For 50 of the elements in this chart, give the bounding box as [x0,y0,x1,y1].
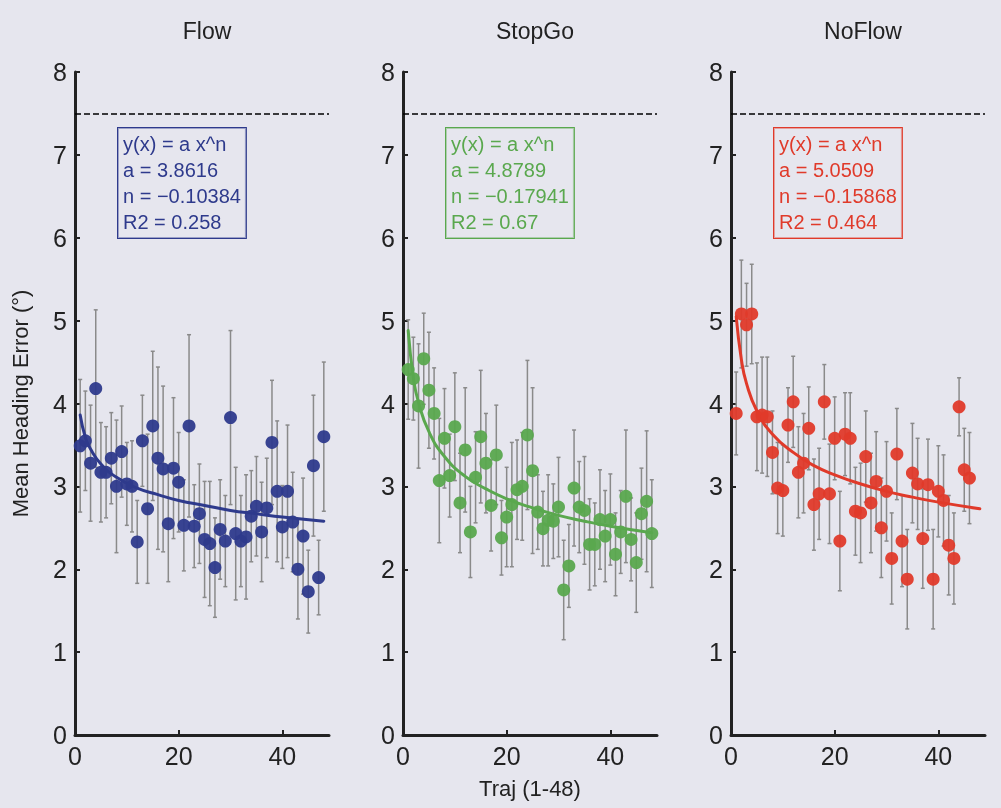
y-tick-label: 5 [53,306,67,335]
annotation: y(x) = a x^n [779,133,883,155]
chart-title: Flow [182,17,232,44]
y-tick-label: 4 [53,389,68,418]
y-tick-label: 0 [53,721,67,749]
annotation: n = −0.15868 [779,185,897,207]
x-tick-label: 40 [268,741,297,770]
annotation: a = 5.0509 [779,159,875,181]
x-tick-label: 40 [596,741,625,770]
y-tick-label: 0 [381,721,395,749]
y-tick-label: 6 [709,223,723,252]
y-tick-label: 7 [709,140,723,169]
y-tick-label: 8 [381,58,395,86]
y-tick-label: 4 [381,389,396,418]
x-tick-label: 20 [164,741,193,770]
y-tick-label: 3 [53,472,67,501]
y-tick-label: 1 [709,638,723,667]
y-tick-label: 2 [709,555,723,584]
annotation: R2 = 0.258 [123,211,222,233]
y-tick-label: 2 [381,555,395,584]
annotation: R2 = 0.67 [451,211,539,233]
chart-title: NoFlow [824,17,903,44]
y-tick-label: 6 [53,223,67,252]
y-tick-label: 1 [53,638,67,667]
y-tick-label: 1 [381,638,395,667]
y-tick-label: 4 [709,389,724,418]
y-tick-label: 8 [709,58,723,86]
annotation: a = 4.8789 [451,159,547,181]
y-tick-label: 7 [53,140,67,169]
annotation: n = −0.10384 [123,185,241,207]
y-tick-label: 7 [381,140,395,169]
y-tick-label: 3 [709,472,723,501]
y-tick-label: 2 [53,555,67,584]
y-tick-label: 8 [53,58,67,86]
annotation: a = 3.8616 [123,159,219,181]
y-tick-label: 0 [709,721,723,749]
y-tick-label: 5 [709,306,723,335]
annotation: R2 = 0.464 [779,211,878,233]
annotation: n = −0.17941 [451,185,569,207]
x-tick-label: 20 [492,741,521,770]
x-axis-title: Traj (1-48) [479,775,581,801]
y-tick-label: 5 [381,306,395,335]
y-tick-label: 6 [381,223,395,252]
y-axis-title: Mean Heading Error (°) [7,289,33,518]
annotation: y(x) = a x^n [123,133,227,155]
x-tick-label: 40 [924,741,953,770]
y-tick-label: 3 [381,472,395,501]
chart-title: StopGo [496,17,574,44]
annotation: y(x) = a x^n [451,133,555,155]
x-tick-label: 20 [820,741,849,770]
